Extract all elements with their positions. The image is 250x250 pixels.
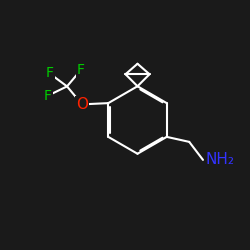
Text: F: F (77, 63, 85, 77)
Text: O: O (76, 97, 88, 112)
Text: F: F (44, 89, 52, 103)
Text: F: F (46, 66, 54, 80)
Text: NH₂: NH₂ (206, 152, 234, 168)
